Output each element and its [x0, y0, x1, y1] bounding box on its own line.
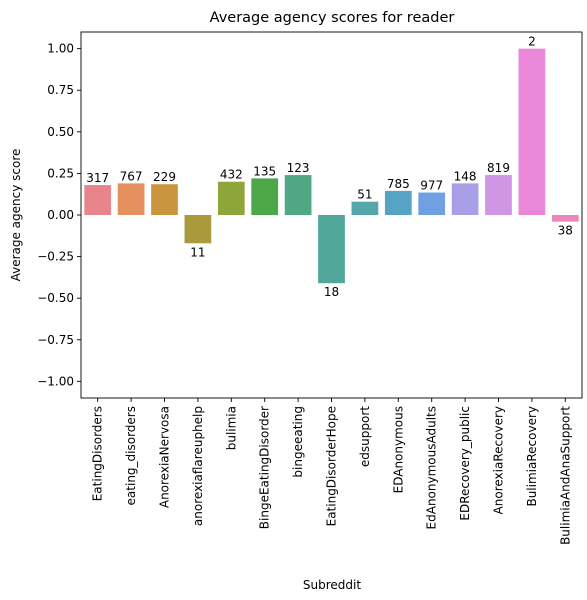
bar: [451, 183, 479, 215]
y-tick-label: 0.25: [47, 166, 74, 180]
y-tick-label: 0.00: [47, 208, 74, 222]
bar-count-label: 432: [220, 168, 243, 182]
bar: [518, 48, 546, 215]
x-tick-label: AnorexiaNervosa: [158, 406, 172, 508]
x-tick-label: EdAnonymousAdults: [425, 406, 439, 529]
bar-count-label: 767: [120, 169, 143, 183]
bar-count-label: 51: [357, 188, 372, 202]
chart-title: Average agency scores for reader: [210, 10, 455, 26]
x-tick-label: eating_disorders: [124, 406, 138, 505]
bar: [418, 192, 446, 215]
bar-count-label: 977: [420, 179, 443, 193]
x-tick-label: BingeEatingDisorder: [258, 406, 272, 529]
bar-count-label: 18: [324, 285, 339, 299]
bar: [117, 183, 145, 215]
y-tick-label: 0.75: [47, 83, 74, 97]
bar: [284, 175, 312, 215]
bar-count-label: 38: [558, 224, 573, 238]
bar-count-label: 135: [253, 164, 276, 178]
x-tick-label: anorexiaflareuphelp: [191, 406, 205, 526]
y-axis-label: Average agency score: [9, 149, 23, 282]
bar: [318, 215, 345, 284]
bar-count-label: 785: [387, 177, 410, 191]
y-axis: 1.00 0.75 0.50 0.25 0.00 −0.25 −0.50 −0.75 −1.00: [37, 42, 81, 388]
x-tick-label: bulimia: [224, 406, 238, 450]
plot-area: 317 767 229 11 432 135 123 18 51 785 977 148 819 2 38: [84, 35, 579, 299]
x-tick-label: EatingDisorders: [91, 406, 105, 501]
x-axis: EatingDisorders eating_disorders AnorexiaN…: [91, 398, 572, 545]
bar: [551, 215, 579, 222]
y-tick-label: −0.75: [37, 333, 74, 347]
y-tick-label: −0.25: [37, 250, 74, 264]
bar: [485, 175, 512, 215]
bar-count-label: 123: [287, 161, 310, 175]
x-tick-label: EDAnonymous: [391, 406, 405, 493]
x-tick-label: EDRecovery_public: [458, 406, 472, 521]
x-tick-label: EatingDisorderHope: [325, 406, 339, 526]
x-tick-label: bingeeating: [291, 406, 305, 478]
x-tick-label: AnorexiaRecovery: [492, 406, 506, 514]
x-axis-label: Subreddit: [303, 578, 361, 592]
y-tick-label: −0.50: [37, 291, 74, 305]
y-tick-label: 0.50: [47, 125, 74, 139]
bar: [384, 190, 412, 215]
x-tick-label: edsupport: [358, 406, 372, 467]
bar-count-label: 11: [190, 245, 205, 259]
y-tick-label: 1.00: [47, 42, 74, 56]
bar-count-label: 2: [528, 35, 536, 49]
bar: [84, 185, 112, 215]
bar: [351, 201, 379, 215]
bar: [184, 215, 212, 244]
bar-count-label: 819: [487, 161, 510, 175]
bar-count-label: 229: [153, 170, 176, 184]
bar: [251, 178, 279, 215]
x-tick-label: BulimiaRecovery: [525, 406, 539, 507]
bar: [151, 184, 178, 215]
y-tick-label: −1.00: [37, 374, 74, 388]
bar-count-label: 148: [454, 169, 477, 183]
x-tick-label: BulimiaAndAnaSupport: [558, 406, 572, 545]
bar-count-label: 317: [86, 171, 109, 185]
bar: [217, 181, 245, 215]
